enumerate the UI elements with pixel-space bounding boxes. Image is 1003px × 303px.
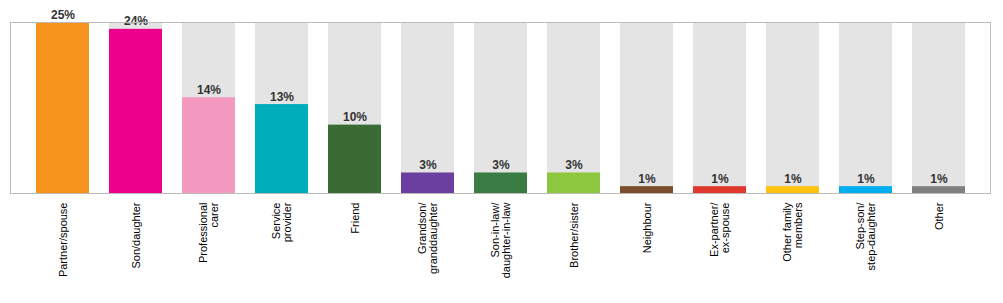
- svg-text:Other: Other: [933, 202, 945, 230]
- svg-text:Partner/spouse: Partner/spouse: [57, 203, 69, 278]
- svg-text:25%: 25%: [51, 8, 75, 22]
- svg-text:Ex-partner/ex-spouse: Ex-partner/ex-spouse: [708, 202, 731, 257]
- svg-text:3%: 3%: [492, 158, 510, 172]
- svg-text:24%: 24%: [124, 14, 148, 28]
- svg-text:Brother/sister: Brother/sister: [568, 202, 580, 268]
- svg-text:Neighbour: Neighbour: [641, 202, 653, 253]
- svg-text:Step-son/step-daughter: Step-son/step-daughter: [854, 202, 877, 271]
- svg-text:13%: 13%: [270, 90, 294, 104]
- svg-text:Son-in-law/daughter-in-law: Son-in-law/daughter-in-law: [489, 202, 512, 279]
- svg-text:1%: 1%: [857, 172, 875, 186]
- svg-text:3%: 3%: [565, 158, 583, 172]
- svg-text:14%: 14%: [197, 83, 221, 97]
- svg-text:Grandson/granddaughter: Grandson/granddaughter: [416, 202, 439, 274]
- svg-text:1%: 1%: [638, 172, 656, 186]
- svg-text:1%: 1%: [711, 172, 729, 186]
- svg-text:Serviceprovider: Serviceprovider: [270, 202, 293, 242]
- svg-text:1%: 1%: [784, 172, 802, 186]
- svg-text:Friend: Friend: [349, 203, 361, 234]
- svg-text:Son/daughter: Son/daughter: [130, 202, 142, 268]
- svg-text:10%: 10%: [343, 110, 367, 124]
- svg-text:3%: 3%: [419, 158, 437, 172]
- svg-text:Other familymembers: Other familymembers: [781, 202, 804, 262]
- svg-text:1%: 1%: [930, 172, 948, 186]
- svg-text:Professionalcarer: Professionalcarer: [197, 202, 220, 263]
